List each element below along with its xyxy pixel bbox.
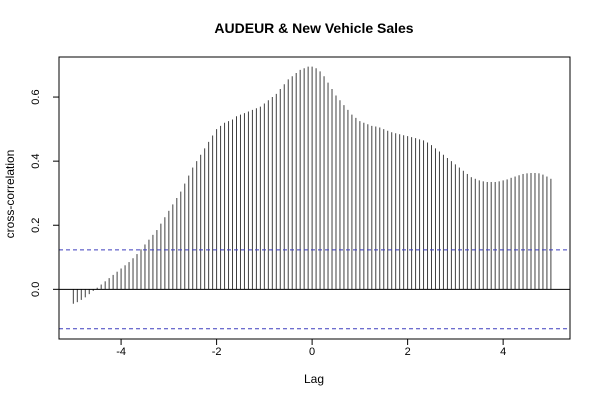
y-axis: 0.0 0.2 0.4 0.6 <box>30 89 59 297</box>
y-tick-label: 0.2 <box>30 218 42 233</box>
plot-frame <box>58 56 571 340</box>
x-axis: -4 -2 0 2 4 <box>116 339 506 358</box>
y-tick-label: 0.6 <box>30 89 42 104</box>
ccf-bars <box>72 66 552 304</box>
x-tick-label: 2 <box>405 346 411 358</box>
x-tick-label: -4 <box>116 346 126 358</box>
y-tick-label: 0.4 <box>30 153 42 168</box>
y-tick-label: 0.0 <box>30 282 42 297</box>
x-tick-label: 4 <box>500 346 506 358</box>
y-axis-label: cross-correlation <box>3 150 17 239</box>
x-tick-label: -2 <box>212 346 222 358</box>
chart-title: AUDEUR & New Vehicle Sales <box>214 20 413 36</box>
x-axis-label: Lag <box>304 372 324 386</box>
reference-lines <box>59 249 570 330</box>
x-tick-label: 0 <box>309 346 315 358</box>
